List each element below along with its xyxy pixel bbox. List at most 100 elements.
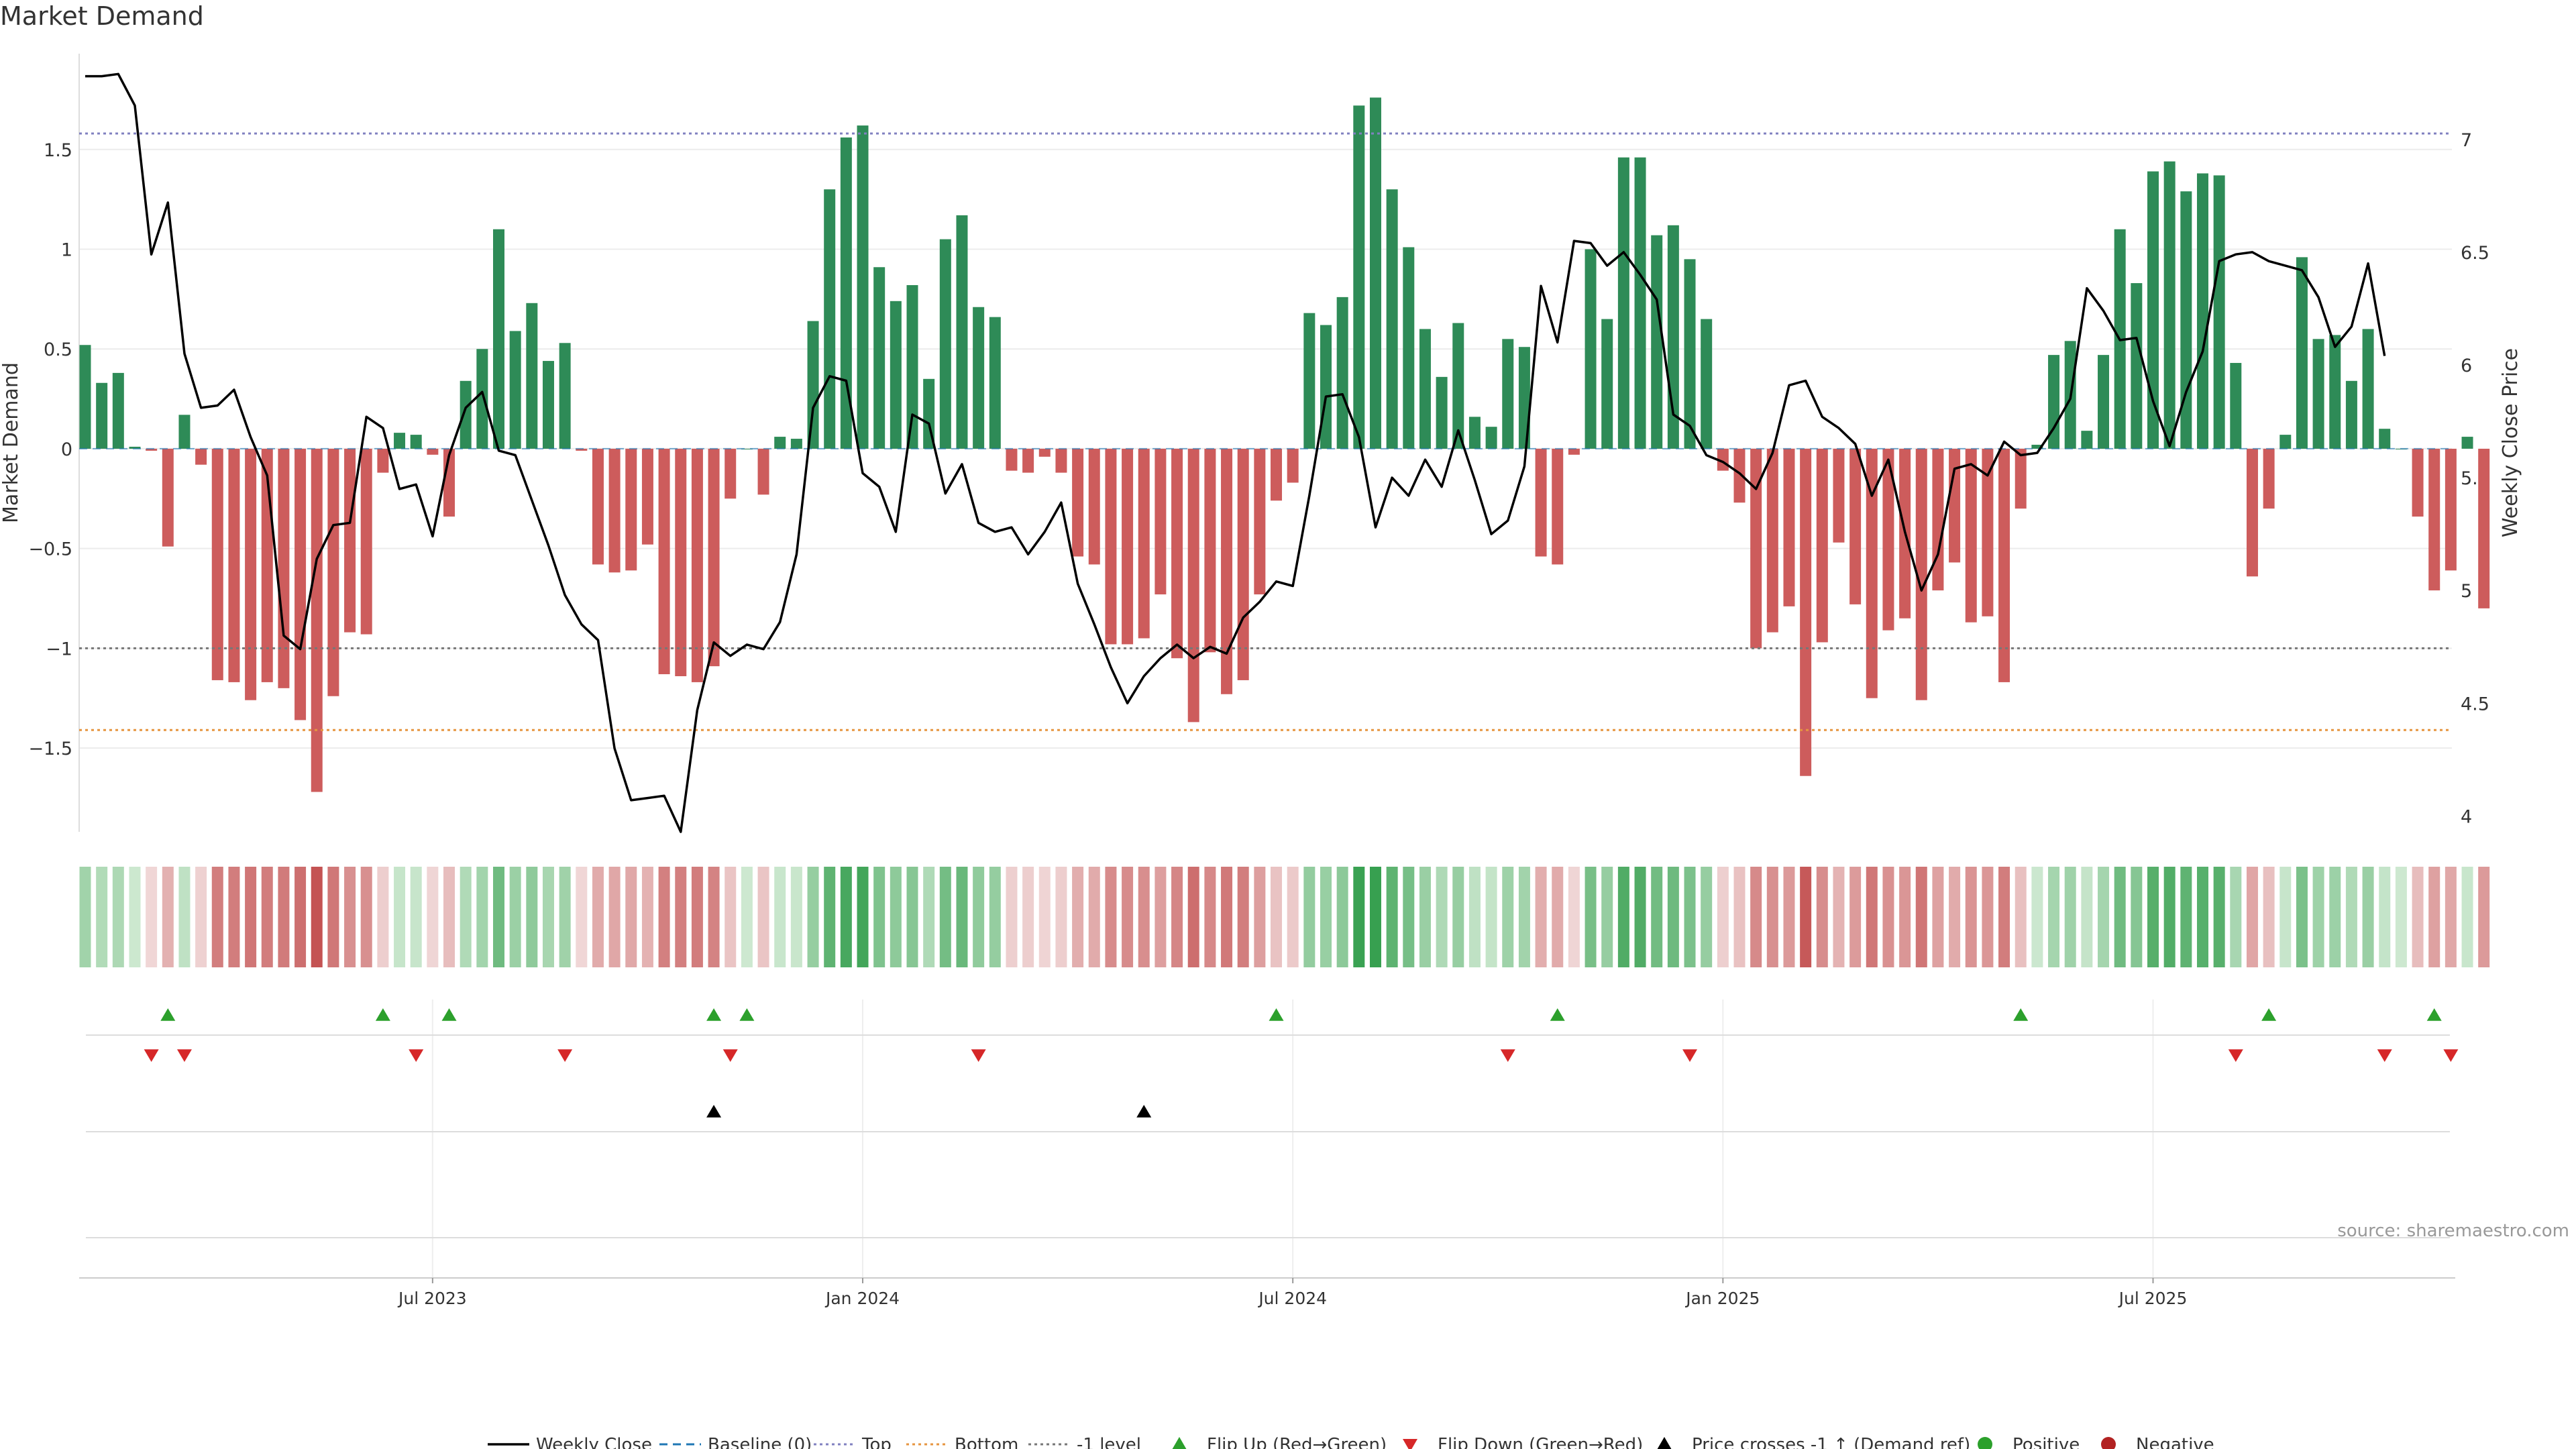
- bar-17: [360, 448, 372, 635]
- bar-112: [1932, 448, 1944, 591]
- heat-cell-26: [509, 867, 521, 967]
- legend-label: Negative: [2136, 1435, 2214, 1449]
- heat-cell-14: [311, 867, 323, 967]
- bar-59: [1055, 448, 1067, 473]
- bar-103: [1783, 448, 1795, 606]
- bar-24: [476, 349, 488, 449]
- bar-49: [890, 301, 902, 449]
- heat-cell-5: [162, 867, 174, 967]
- y-tick-label: −1: [46, 639, 72, 659]
- y-axis-label: Market Demand: [0, 362, 23, 523]
- bar-111: [1915, 448, 1927, 700]
- bar-3: [129, 446, 141, 449]
- heat-cell-115: [1982, 867, 1994, 967]
- bar-0: [79, 345, 91, 449]
- flip-down-marker-1: [176, 1049, 192, 1062]
- legend-label: Baseline (0): [708, 1435, 812, 1449]
- heat-cell-70: [1237, 867, 1249, 967]
- flip-up-marker-8: [2261, 1008, 2277, 1021]
- heat-cell-86: [1502, 867, 1514, 967]
- bar-33: [625, 448, 637, 571]
- bar-27: [526, 303, 538, 449]
- flip-down-marker-9: [2377, 1049, 2392, 1062]
- bar-34: [641, 448, 653, 545]
- bar-117: [2015, 448, 2027, 509]
- bar-15: [327, 448, 339, 696]
- heat-cell-68: [1204, 867, 1216, 967]
- bar-64: [1138, 448, 1150, 639]
- heat-cell-107: [1849, 867, 1862, 967]
- bar-13: [294, 448, 307, 720]
- legend-label: Flip Down (Green→Red): [1438, 1435, 1643, 1449]
- legend-label: Positive: [2012, 1435, 2080, 1449]
- bar-75: [1320, 325, 1332, 449]
- y2-tick-label: 7: [2461, 130, 2472, 151]
- flip-up-marker-0: [160, 1008, 176, 1021]
- legend-label: Price crosses -1 ↑ (Demand ref): [1692, 1435, 1970, 1449]
- bar-20: [410, 435, 422, 449]
- legend-symbol: [1978, 1437, 1992, 1449]
- bar-130: [2230, 363, 2242, 449]
- legend-label: Flip Up (Red→Green): [1207, 1435, 1387, 1449]
- bar-92: [1601, 319, 1613, 449]
- bar-70: [1237, 448, 1249, 680]
- bar-44: [807, 321, 819, 449]
- heat-cell-63: [1122, 867, 1134, 967]
- bar-68: [1204, 448, 1216, 653]
- bar-60: [1072, 448, 1084, 557]
- bar-6: [178, 415, 191, 449]
- legend-label: -1 level: [1077, 1435, 1141, 1449]
- bar-53: [956, 215, 968, 449]
- bar-61: [1088, 448, 1100, 565]
- bar-131: [2246, 448, 2258, 577]
- bar-36: [675, 448, 687, 676]
- heat-cell-60: [1072, 867, 1084, 967]
- bar-94: [1634, 157, 1646, 449]
- heat-cell-121: [2081, 867, 2093, 967]
- bar-129: [2213, 175, 2225, 449]
- bar-128: [2196, 173, 2208, 449]
- heat-cell-3: [129, 867, 141, 967]
- bar-47: [857, 125, 869, 449]
- heat-cell-113: [1949, 867, 1961, 967]
- bar-23: [460, 380, 472, 449]
- bar-46: [840, 137, 852, 449]
- bar-106: [1833, 448, 1845, 543]
- bar-118: [2031, 444, 2043, 449]
- bar-43: [790, 439, 802, 449]
- x-tick-label: Jan 2025: [1684, 1289, 1760, 1308]
- heat-cell-123: [2114, 867, 2126, 967]
- heat-cell-13: [294, 867, 307, 967]
- y-tick-label: −0.5: [28, 539, 72, 560]
- heat-cell-36: [675, 867, 687, 967]
- x-tick-label: Jul 2025: [2118, 1289, 2188, 1308]
- flip-up-marker-3: [706, 1008, 722, 1021]
- bar-102: [1766, 448, 1778, 633]
- heat-cell-21: [427, 867, 439, 967]
- bar-57: [1022, 448, 1034, 473]
- heat-cell-126: [2163, 867, 2176, 967]
- bar-85: [1485, 427, 1497, 449]
- heat-cell-93: [1617, 867, 1629, 967]
- bar-35: [658, 448, 670, 675]
- bar-104: [1800, 448, 1812, 776]
- legend-item-8: Positive: [1978, 1435, 2080, 1449]
- heat-cell-135: [2312, 867, 2324, 967]
- heat-cell-53: [956, 867, 968, 967]
- heat-cell-117: [2015, 867, 2027, 967]
- bar-67: [1187, 448, 1199, 722]
- bar-136: [2329, 335, 2341, 449]
- legend-symbol: [1172, 1437, 1187, 1449]
- bar-90: [1568, 448, 1580, 455]
- bar-127: [2180, 191, 2192, 449]
- bar-76: [1336, 297, 1348, 449]
- heat-cell-65: [1155, 867, 1167, 967]
- heat-cell-140: [2395, 867, 2407, 967]
- bar-52: [939, 239, 951, 449]
- heat-cell-144: [2461, 867, 2473, 967]
- heat-cell-48: [873, 867, 885, 967]
- legend-label: Weekly Close: [536, 1435, 652, 1449]
- heat-cell-145: [2478, 867, 2490, 967]
- y2-tick-label: 4: [2461, 806, 2472, 827]
- legend-item-7: Price crosses -1 ↑ (Demand ref): [1657, 1435, 1970, 1449]
